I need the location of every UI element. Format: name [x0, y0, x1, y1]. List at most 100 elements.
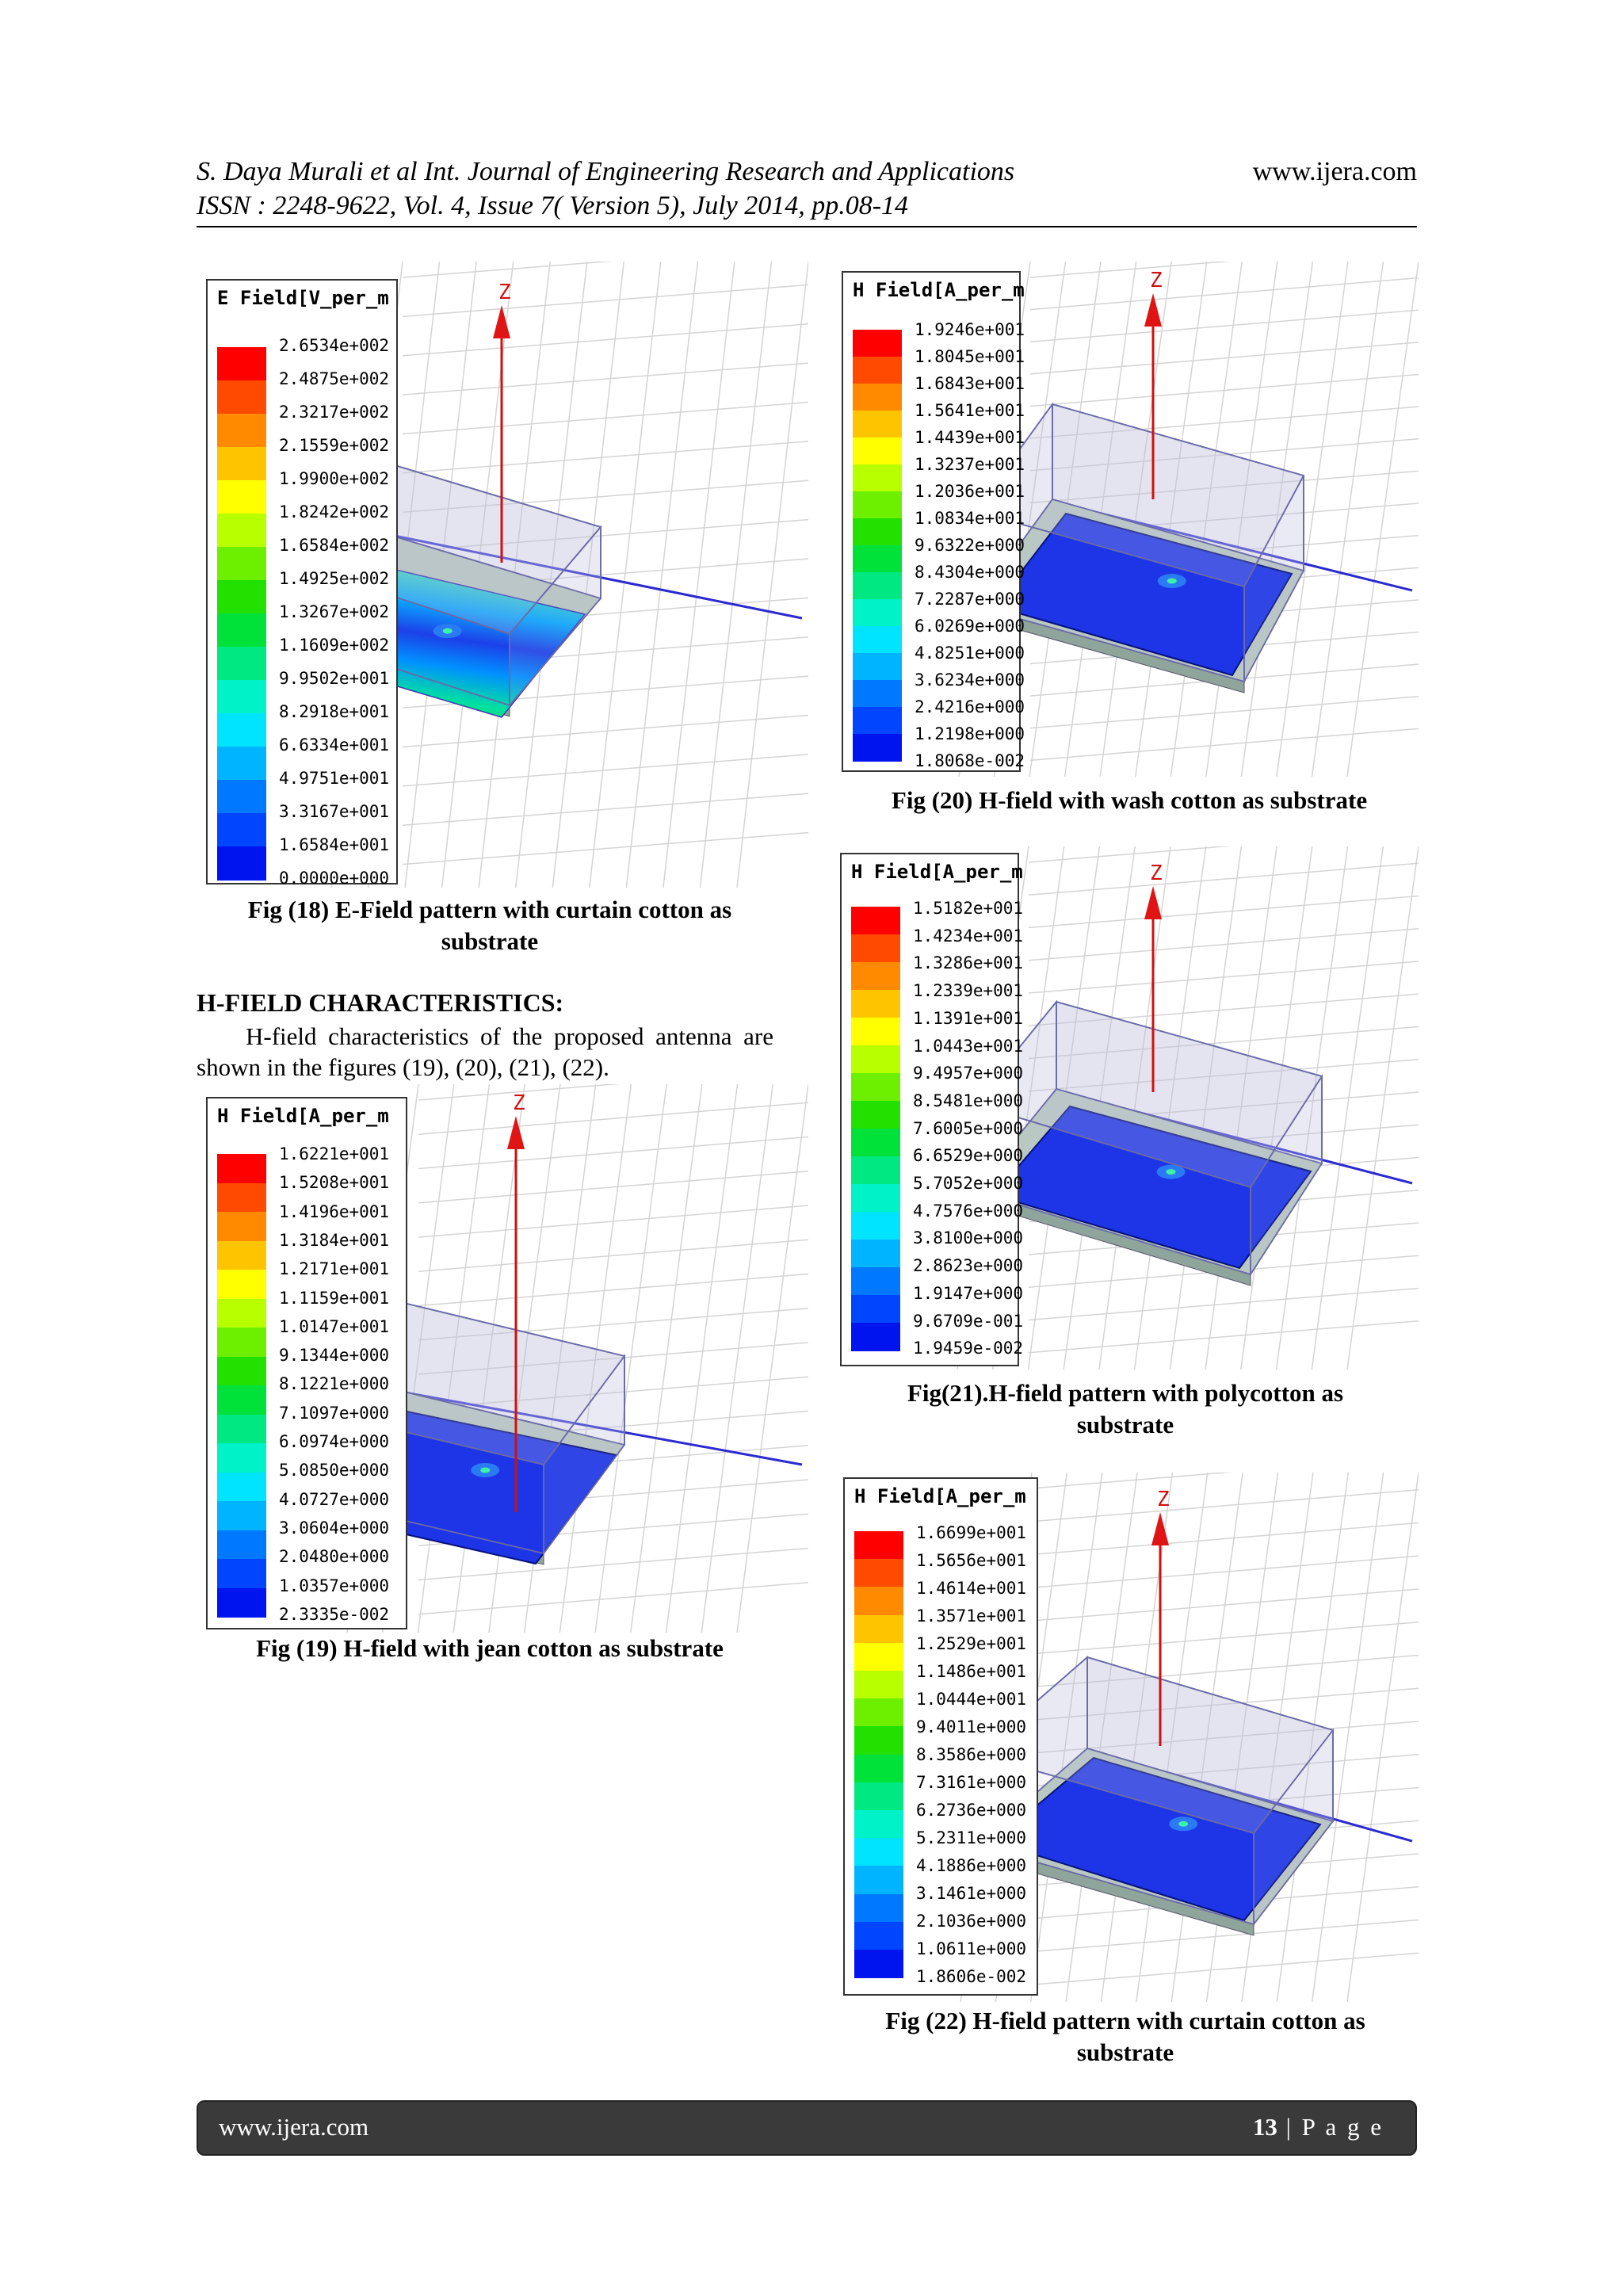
legend-swatch: [853, 357, 902, 384]
legend-swatch: [217, 514, 266, 548]
background-grid: [957, 846, 1419, 1370]
legend-swatch: [853, 626, 902, 654]
grid-line: [736, 262, 808, 888]
legend-swatch: [854, 1782, 903, 1811]
grid-line: [1098, 846, 1171, 1370]
section-paragraph: H-field characteristics of the proposed …: [197, 1021, 773, 1083]
legend-value: 1.0147e+001: [279, 1316, 390, 1336]
legend-swatch: [217, 747, 266, 781]
legend-value: 1.9900e+002: [279, 469, 390, 488]
grid-line: [1029, 342, 1419, 375]
legend-value: 8.2918e+001: [279, 702, 390, 721]
legend-value: 2.4216e+000: [915, 697, 1025, 716]
legend-value: 1.3286e+001: [913, 953, 1024, 973]
feed-hotspot-core: [1167, 578, 1177, 584]
legend-swatch: [851, 990, 900, 1018]
legend-swatch: [851, 1156, 900, 1185]
legend-value: 6.0974e+000: [279, 1432, 390, 1451]
legend-value: 8.5481e+000: [913, 1091, 1024, 1110]
legend-value: 9.1344e+000: [279, 1346, 390, 1366]
legend-swatch: [853, 572, 902, 600]
grid-line: [402, 714, 808, 748]
legend-value: 1.6843e+001: [915, 374, 1025, 393]
grid-line: [402, 262, 613, 278]
grid-line: [1031, 1489, 1419, 1522]
legend-value: 6.6334e+001: [279, 735, 390, 755]
legend-value: 9.9502e+001: [279, 669, 390, 688]
legend-swatch: [217, 780, 266, 814]
legend-value: 1.1609e+002: [279, 636, 390, 655]
z-axis-arrowhead: [1144, 293, 1162, 327]
legend-value: 1.4196e+001: [279, 1201, 390, 1221]
legend-value: 1.1159e+001: [279, 1288, 390, 1308]
grid-line: [1029, 728, 1419, 762]
legend-value: 1.4439e+001: [915, 428, 1025, 447]
legend-value: 1.0444e+001: [916, 1690, 1027, 1709]
feed-hotspot-core: [1178, 1820, 1189, 1827]
page-number-label: 13 | P a g e: [1253, 2113, 1384, 2141]
grid-line: [417, 1084, 491, 1633]
legend-swatch: [217, 1328, 266, 1358]
legend-swatch: [217, 1270, 266, 1300]
legend-swatch: [853, 599, 902, 627]
grid-line: [663, 262, 735, 888]
grid-line: [1031, 1555, 1419, 1588]
grid-line: [1311, 262, 1384, 777]
legend-swatch: [853, 464, 902, 492]
legend-value: 1.0443e+001: [913, 1036, 1024, 1056]
figure-20: Z H Field[A_per_m 1.9246e+001 1.8045e+001…: [840, 262, 1419, 777]
grid-line: [1346, 1473, 1419, 2002]
y-axis-line: [378, 1386, 803, 1466]
legend-value: 1.3184e+001: [279, 1230, 390, 1250]
legend-swatch: [851, 1101, 900, 1129]
grid-line: [1240, 846, 1313, 1370]
legend-swatch: [217, 813, 266, 847]
legend-title: H Field[A_per_m: [854, 1485, 1026, 1507]
legend-value: 1.2171e+001: [279, 1259, 390, 1279]
legend-value: 1.2339e+001: [913, 981, 1024, 1001]
field-distribution: [991, 1756, 1322, 1922]
legend-value: 3.1461e+000: [916, 1884, 1027, 1903]
legend-swatch: [851, 1184, 900, 1213]
legend-value: 0.0000e+000: [279, 869, 390, 888]
feed-hotspot-core: [1166, 1169, 1176, 1175]
page-word: | P a g e: [1277, 2113, 1384, 2141]
legend-value: 1.8242e+002: [279, 502, 390, 521]
legend-swatch: [851, 1267, 900, 1296]
z-axis-label: Z: [1150, 861, 1163, 885]
grid-line: [1240, 262, 1314, 777]
legend-swatch: [854, 1754, 903, 1783]
grid-line: [418, 1547, 808, 1581]
grid-line: [1031, 1473, 1233, 1489]
legend-swatch: [217, 1414, 266, 1444]
grid-line: [1205, 262, 1278, 777]
legend-swatch: [217, 613, 266, 648]
legend-swatch: [851, 1018, 900, 1046]
z-axis-arrowhead: [493, 305, 510, 338]
grid-line: [1065, 1473, 1138, 2002]
legend-value: 6.2736e+000: [916, 1801, 1027, 1820]
legend-value: 1.4614e+001: [916, 1579, 1027, 1598]
z-axis-label: Z: [1157, 1488, 1170, 1511]
grid-line: [736, 1084, 808, 1633]
figure-22: Z H Field[A_per_m 1.6699e+001 1.5656e+001…: [842, 1473, 1419, 2002]
issn-line: ISSN : 2248-9622, Vol. 4, Issue 7( Versi…: [197, 191, 909, 220]
grid-line: [1275, 846, 1349, 1370]
figure-18: Z E Field[V_per_m 2.6534e+002 2.4875e+002…: [204, 262, 808, 888]
legend-value: 4.0727e+000: [279, 1489, 390, 1509]
grid-line: [402, 479, 808, 513]
feed-hotspot-core: [442, 628, 453, 634]
legend-swatch: [854, 1838, 903, 1867]
legend-value: 8.3586e+000: [916, 1745, 1027, 1764]
grid-line: [418, 1582, 808, 1615]
z-axis-label: Z: [1150, 269, 1163, 292]
legend-swatch: [217, 580, 266, 614]
legend-value: 4.8251e+000: [915, 644, 1025, 663]
legend-swatch: [217, 380, 266, 415]
legend-value: 3.3167e+001: [279, 802, 390, 821]
legend-swatch: [854, 1614, 903, 1644]
legend-swatch: [854, 1559, 903, 1588]
legend-swatch: [853, 330, 902, 357]
legend-swatch: [854, 1866, 903, 1895]
grid-line: [1028, 993, 1419, 1026]
